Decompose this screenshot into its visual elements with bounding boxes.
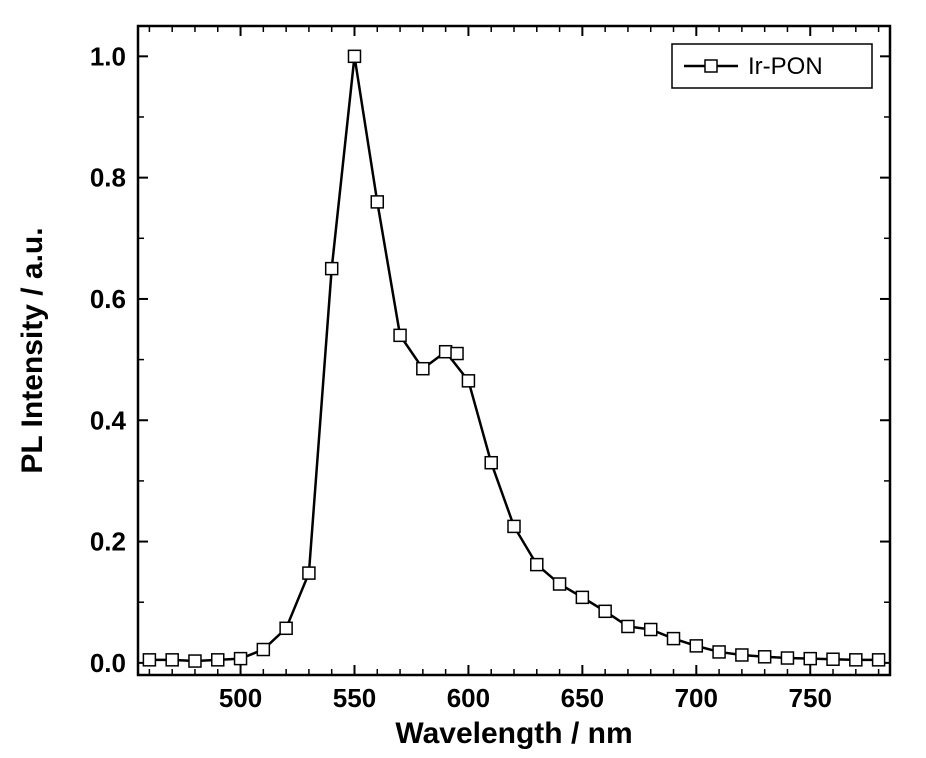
- x-tick-label: 700: [675, 683, 718, 713]
- chart-container: { "pl_spectrum_chart": { "type": "line",…: [0, 0, 926, 758]
- series-marker: [326, 263, 338, 275]
- series-marker: [257, 644, 269, 656]
- x-axis-label: Wavelength / nm: [395, 717, 632, 750]
- series-marker: [531, 559, 543, 571]
- series-marker: [440, 346, 452, 358]
- y-tick-label: 0.8: [90, 163, 126, 193]
- series-marker: [143, 654, 155, 666]
- y-tick-label: 0.4: [90, 405, 127, 435]
- series-marker: [417, 363, 429, 375]
- series-marker: [759, 651, 771, 663]
- series-marker: [189, 655, 201, 667]
- x-tick-label: 600: [447, 683, 490, 713]
- series-marker: [508, 520, 520, 532]
- series-marker: [212, 654, 224, 666]
- series-marker: [280, 622, 292, 634]
- x-tick-label: 750: [789, 683, 832, 713]
- series-marker: [485, 457, 497, 469]
- x-tick-label: 550: [333, 683, 376, 713]
- series-marker: [348, 50, 360, 62]
- series-marker: [668, 633, 680, 645]
- legend-label: Ir-PON: [748, 53, 823, 80]
- y-tick-label: 1.0: [90, 41, 126, 71]
- x-tick-label: 500: [219, 683, 262, 713]
- y-tick-label: 0.0: [90, 648, 126, 678]
- pl-spectrum-chart: 500 550 600 650 700 750 0.0 0.2 0.4 0.6 0.8 1.0 Wave…: [0, 0, 926, 758]
- series-marker: [599, 605, 611, 617]
- series-marker: [804, 653, 816, 665]
- series-marker: [850, 654, 862, 666]
- x-tick-label: 650: [561, 683, 604, 713]
- series-marker: [713, 646, 725, 658]
- series-marker: [873, 654, 885, 666]
- series-marker: [303, 567, 315, 579]
- series-marker: [622, 620, 634, 632]
- series-marker: [576, 591, 588, 603]
- y-tick-label: 0.6: [90, 284, 126, 314]
- series-marker: [235, 653, 247, 665]
- series-marker: [781, 652, 793, 664]
- series-marker: [736, 649, 748, 661]
- series-marker: [827, 653, 839, 665]
- series-marker: [554, 578, 566, 590]
- series-marker: [166, 654, 178, 666]
- series-marker: [462, 375, 474, 387]
- series-marker: [690, 640, 702, 652]
- y-tick-label: 0.2: [90, 527, 126, 557]
- legend-marker: [705, 60, 717, 72]
- y-axis-label: PL Intensity / a.u.: [16, 227, 49, 473]
- series-marker: [451, 348, 463, 360]
- series-marker: [371, 196, 383, 208]
- series-marker: [394, 329, 406, 341]
- series-marker: [645, 624, 657, 636]
